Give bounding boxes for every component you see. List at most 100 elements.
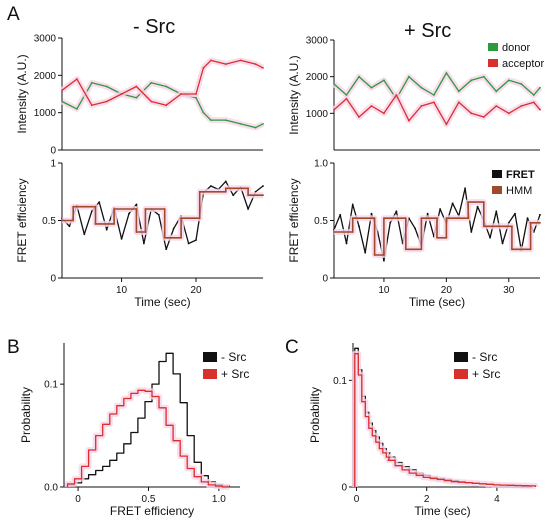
data-point <box>224 63 227 66</box>
data-point <box>507 221 510 224</box>
data-point <box>150 81 153 84</box>
data-point <box>157 213 160 216</box>
x-tick-label: 20 <box>441 285 453 296</box>
x-axis-label: Time (sec) <box>409 295 465 309</box>
data-point <box>532 94 535 96</box>
x-tick-label: 4 <box>494 494 500 505</box>
data-point <box>195 96 197 99</box>
data-point <box>113 223 116 225</box>
data-point <box>420 86 423 89</box>
data-point <box>470 79 473 82</box>
legend-label: FRET <box>506 169 535 181</box>
legend-swatch <box>203 352 217 362</box>
data-point <box>370 105 373 107</box>
series-line-src <box>354 347 537 487</box>
legend-label: - Src <box>221 350 246 364</box>
series-highlight <box>351 350 539 489</box>
data-point <box>72 205 75 208</box>
data-point <box>165 85 168 88</box>
data-point <box>383 259 385 262</box>
data-point <box>383 112 385 115</box>
data-point <box>262 66 264 69</box>
x-tick-label: 2 <box>424 494 430 505</box>
data-point <box>364 251 367 254</box>
data-point <box>61 219 63 222</box>
data-point <box>135 203 138 206</box>
legend-label: acceptor <box>502 58 545 70</box>
legend-label: HMM <box>506 185 532 197</box>
y-tick-label: 2000 <box>306 72 329 83</box>
data-point <box>68 225 71 228</box>
data-point <box>511 248 513 251</box>
legend-label: + Src <box>221 367 249 381</box>
legend-swatch <box>492 186 502 194</box>
data-point <box>467 201 470 204</box>
x-axis-label: FRET efficiency <box>110 504 194 518</box>
data-point <box>209 119 212 122</box>
data-point <box>482 201 485 204</box>
data-point <box>383 254 385 256</box>
chart-a-fret-plus-src: 0 0.5 1.0 10 20 30 FRET efficiency Time (sec) FR… <box>287 159 541 309</box>
y-tick-label: 0.5 <box>42 216 56 227</box>
chart-a-fret-minus-src: 0 0.5 1 10 20 FRET efficiency Time (sec) <box>15 159 264 309</box>
data-point <box>395 94 398 96</box>
panel-label-a: A <box>7 4 20 25</box>
y-tick-label: 2000 <box>34 71 57 82</box>
data-point <box>247 208 250 210</box>
series-highlight <box>332 70 543 102</box>
x-tick-label: 1.0 <box>212 494 226 505</box>
data-point <box>351 217 354 220</box>
data-point <box>420 105 423 107</box>
data-point <box>128 212 130 215</box>
data-point <box>539 213 541 216</box>
legend-swatch <box>203 369 217 379</box>
data-point <box>94 223 97 225</box>
legend-swatch <box>454 352 468 362</box>
panel-label-b: B <box>7 337 20 358</box>
data-point <box>180 236 183 239</box>
x-tick-label: 0 <box>354 494 360 505</box>
data-point <box>180 93 183 95</box>
data-point <box>105 228 108 231</box>
y-tick-label: 0.1 <box>44 380 58 391</box>
series-line-acceptor <box>61 59 264 106</box>
data-point <box>163 236 166 239</box>
legend-swatch <box>488 43 498 51</box>
data-point <box>373 254 376 256</box>
data-point <box>187 242 190 245</box>
y-axis-label: Probability <box>308 387 322 443</box>
data-point <box>373 217 376 220</box>
panel-label-c: C <box>285 337 299 358</box>
data-point <box>224 190 227 193</box>
data-point <box>511 225 513 228</box>
data-point <box>202 66 205 69</box>
series-line-src <box>354 353 537 487</box>
data-point <box>470 112 473 115</box>
data-point <box>482 225 485 228</box>
y-tick-label: 1000 <box>306 109 329 120</box>
data-point <box>239 59 242 62</box>
data-point <box>529 221 532 224</box>
series-line-donor <box>61 82 264 129</box>
data-point <box>358 225 360 228</box>
data-point <box>262 185 264 187</box>
data-point <box>72 219 75 222</box>
data-point <box>135 85 138 88</box>
data-point <box>224 119 227 122</box>
data-point <box>83 233 86 236</box>
y-tick-label: 1 <box>50 159 56 170</box>
data-point <box>370 212 373 215</box>
data-point <box>90 210 93 213</box>
data-point <box>358 116 360 118</box>
x-tick-label: 20 <box>190 285 202 296</box>
data-point <box>262 122 264 125</box>
data-point <box>135 208 138 210</box>
data-point <box>135 231 138 233</box>
data-point <box>202 111 205 114</box>
data-point <box>420 248 423 251</box>
data-point <box>351 203 354 206</box>
legend-label: + Src <box>472 367 500 381</box>
data-point <box>395 210 398 213</box>
data-point <box>457 101 460 104</box>
data-point <box>105 85 108 88</box>
